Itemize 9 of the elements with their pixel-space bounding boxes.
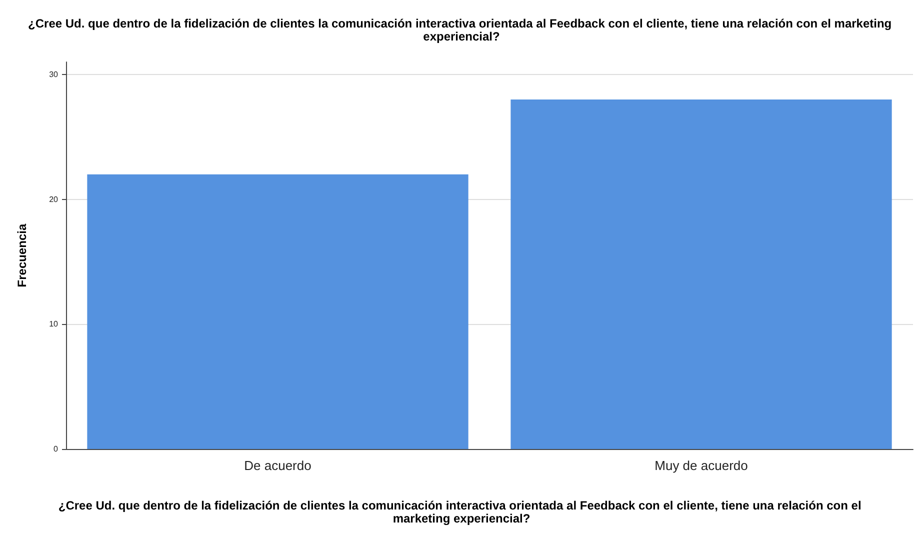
chart-title: ¿Cree Ud. que dentro de la fidelización de clientes la comunicación interactiva orientada al Feedback con el cliente, tiene una relación con el marketing experiencial?	[28, 16, 895, 44]
y-tick-label: 0	[54, 444, 59, 454]
x-tick-label: De acuerdo	[244, 458, 312, 473]
x-axis-title: ¿Cree Ud. que dentro de la fidelización de clientes la comunicación interactiva orientada al Feedback con el cliente, tiene una relación con el marketing experiencial?	[58, 498, 865, 526]
y-tick-label: 10	[49, 320, 59, 329]
y-tick-label: 20	[49, 194, 59, 204]
x-tick-label: Muy de acuerdo	[654, 458, 748, 473]
y-axis-title: Frecuencia	[15, 224, 29, 288]
y-tick-label: 30	[49, 70, 59, 79]
